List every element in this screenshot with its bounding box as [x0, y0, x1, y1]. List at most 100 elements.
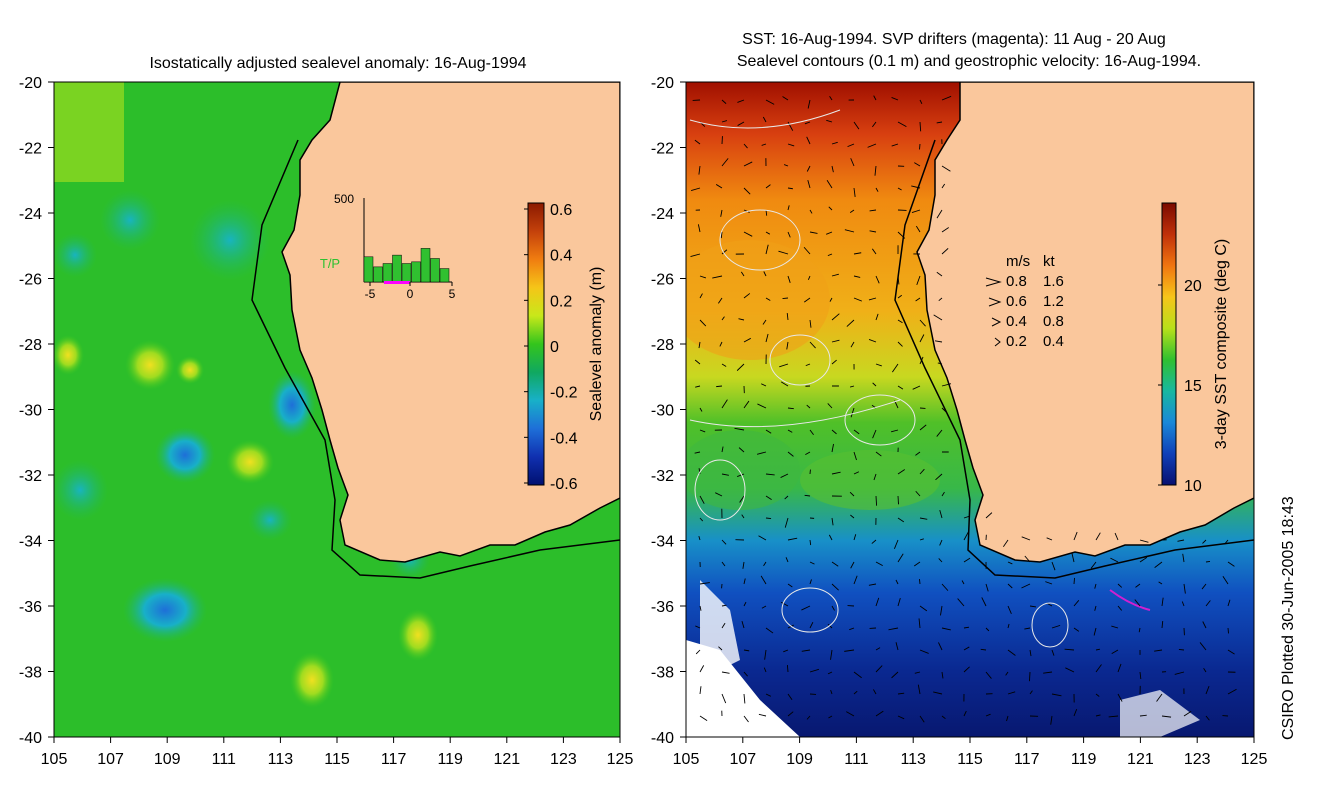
- velocity-vector: [787, 407, 794, 410]
- left-colorbar-label: Sealevel anomaly (m): [588, 267, 605, 422]
- velocity-vector: [963, 515, 970, 519]
- velocity-vector: [831, 429, 837, 435]
- velocity-vector: [980, 648, 987, 651]
- velocity-vector: [760, 575, 767, 585]
- velocity-vector: [1065, 667, 1075, 673]
- velocity-vector: [787, 583, 793, 588]
- velocity-vector: [963, 626, 970, 629]
- velocity-vector: [897, 385, 904, 390]
- velocity-vector: [1154, 561, 1163, 568]
- velocity-vector: [695, 649, 701, 655]
- velocity-vector: [779, 363, 789, 368]
- velocity-vector: [782, 96, 789, 101]
- velocity-vector: [897, 598, 901, 607]
- velocity-vector: [1202, 621, 1207, 629]
- right-panel-title-line1: SST: 16-Aug-1994. SVP drifters (magenta)…: [742, 31, 1166, 48]
- velocity-vector: [1205, 685, 1210, 695]
- velocity-vector: [875, 363, 882, 367]
- velocity-vector: [963, 666, 970, 673]
- velocity-vector: [869, 230, 877, 233]
- velocity-vector: [1205, 561, 1211, 563]
- velocity-vector: [827, 671, 833, 675]
- velocity-vector: [911, 185, 921, 189]
- velocity-vector: [916, 275, 921, 286]
- right-colorbar: 20 15 10 3-day SST composite (deg C): [1158, 202, 1230, 495]
- velocity-vector: [1201, 583, 1207, 590]
- inset-drifter-window: [384, 281, 410, 284]
- velocity-vector: [743, 293, 751, 299]
- velocity-vector: [934, 340, 943, 343]
- velocity-vector: [1095, 714, 1101, 717]
- sealevel-contours: [689, 109, 1069, 648]
- velocity-vector: [1064, 648, 1075, 651]
- velocity-vector: [690, 253, 701, 257]
- velocity-vector: [875, 313, 879, 321]
- velocity-vector: [827, 623, 833, 629]
- sst-field: [686, 82, 1254, 737]
- velocity-vector: [740, 271, 745, 277]
- velocity-vector: [875, 275, 880, 284]
- right-map-panel: SST: 16-Aug-1994. SVP drifters (magenta)…: [651, 31, 1268, 768]
- velocity-vector: [765, 429, 772, 434]
- left-x-tick-label: 115: [324, 751, 350, 768]
- velocity-vector: [853, 671, 862, 679]
- velocity-vector: [762, 116, 767, 123]
- right-x-tick-label: 117: [1014, 751, 1040, 768]
- velocity-vector: [936, 121, 943, 124]
- velocity-vector: [1006, 715, 1009, 722]
- left-x-tick-label: 107: [97, 751, 124, 768]
- velocity-vector: [765, 473, 775, 476]
- velocity-vector: [764, 649, 767, 660]
- velocity-vector: [831, 443, 834, 453]
- velocity-vector: [699, 715, 708, 721]
- left-colorbar-tick-label: 0: [550, 339, 559, 356]
- left-x-tick-label: 125: [607, 751, 634, 768]
- velocity-vector: [963, 557, 971, 563]
- velocity-vector: [919, 605, 928, 612]
- legend-ms-value: 0.6: [1006, 293, 1027, 310]
- velocity-vector: [850, 158, 855, 167]
- velocity-vector: [721, 604, 727, 607]
- velocity-vector: [809, 539, 812, 546]
- velocity-vector: [787, 693, 793, 701]
- left-y-tick-label: -22: [19, 141, 42, 158]
- velocity-legend: m/s kt 0.8 1.6 0.6 1.2 0.4 0.8 0.2 0.4: [985, 253, 1064, 350]
- velocity-vector: [1182, 553, 1185, 563]
- velocity-vector: [803, 297, 811, 303]
- velocity-vector: [1108, 715, 1119, 718]
- velocity-vector: [941, 383, 952, 387]
- velocity-vector: [1139, 671, 1142, 680]
- velocity-vector: [721, 622, 726, 629]
- velocity-vector: [897, 187, 902, 191]
- velocity-vector: [787, 231, 791, 238]
- velocity-vector: [936, 429, 943, 437]
- left-colorbar-tick-label: -0.4: [550, 430, 578, 447]
- velocity-vector: [939, 510, 943, 519]
- tp-inset-histogram: 500 T/P -5 0 5: [320, 192, 456, 301]
- velocity-vector: [785, 557, 789, 563]
- velocity-vector: [915, 451, 921, 456]
- legend-header-kt: kt: [1043, 253, 1056, 270]
- velocity-vector: [734, 427, 745, 431]
- velocity-vector: [844, 229, 855, 233]
- velocity-vector: [893, 539, 899, 550]
- velocity-vector: [761, 383, 767, 387]
- right-y-tick-label: -26: [651, 272, 674, 289]
- left-colorbar-tick-label: 0.6: [550, 202, 572, 219]
- legend-arrow: [988, 297, 1002, 307]
- right-colorbar-ticks: 20 15 10: [1158, 278, 1202, 495]
- velocity-vector: [698, 535, 701, 541]
- right-colorbar-scale: [1161, 202, 1177, 486]
- left-colorbar-ticks: 0.6 0.4 0.2 0 -0.2 -0.4 -0.6: [524, 202, 578, 493]
- velocity-vector: [738, 318, 745, 321]
- right-colorbar-label: 3-day SST composite (deg C): [1213, 239, 1230, 449]
- velocity-vector: [913, 561, 921, 567]
- left-y-tick-label: -36: [19, 599, 42, 616]
- velocity-vector: [963, 531, 970, 541]
- velocity-vector: [1139, 714, 1147, 717]
- velocity-vector: [784, 495, 789, 500]
- velocity-vector: [715, 184, 723, 189]
- velocity-vector: [1073, 600, 1080, 607]
- velocity-vector: [850, 407, 855, 418]
